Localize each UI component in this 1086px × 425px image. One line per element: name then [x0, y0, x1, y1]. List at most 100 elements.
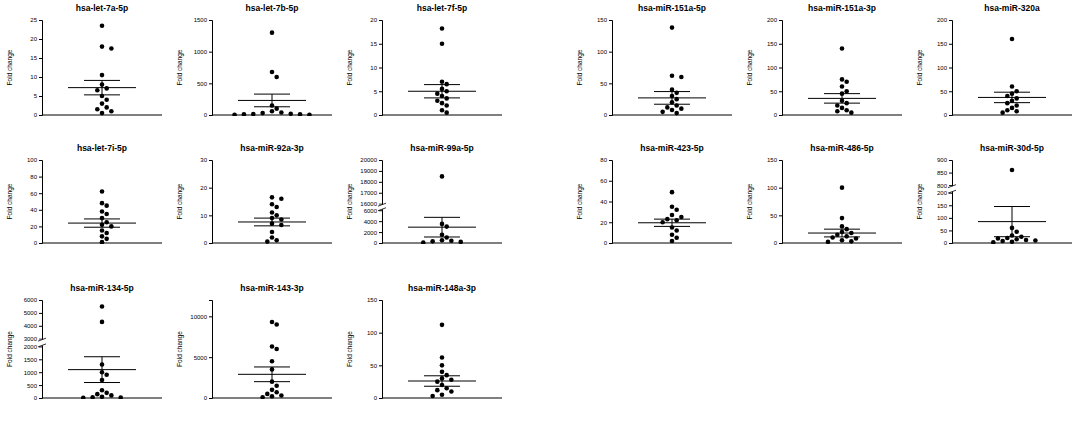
data-point — [100, 201, 105, 206]
data-point — [840, 84, 845, 89]
tick-label: 100 — [767, 185, 778, 191]
data-point — [844, 89, 849, 94]
axis-line — [379, 301, 383, 399]
y-axis: 050100150 — [597, 17, 613, 118]
axis-title: Fold change — [576, 49, 584, 85]
plot-area — [408, 174, 476, 244]
chart-title: hsa-miR-30d-5p — [980, 143, 1044, 153]
chart-title: hsa-let-7i-5p — [77, 143, 127, 153]
error-cap — [84, 227, 120, 228]
tick-mark — [779, 91, 782, 92]
tick-label: 20 — [370, 17, 377, 23]
tick: 50 — [600, 81, 612, 87]
tick: 200 — [937, 17, 952, 23]
data-point — [100, 234, 105, 239]
tick-label: 5 — [374, 89, 378, 95]
error-bar — [272, 94, 273, 107]
y-axis: 0510152025 — [30, 17, 42, 118]
data-point — [270, 235, 275, 240]
tick-label: 50 — [370, 363, 377, 369]
axis-title: Fold change — [746, 49, 754, 85]
data-point — [100, 189, 105, 194]
tick: 1500 — [24, 357, 42, 363]
tick-label: 50 — [600, 81, 607, 87]
tick-label: 100 — [27, 157, 38, 163]
tick-label: 30 — [200, 157, 207, 163]
tick: 150 — [767, 157, 782, 163]
y-axis: 050100150200800850900 — [937, 157, 953, 246]
data-point — [1000, 110, 1005, 115]
plot-area — [238, 320, 306, 399]
tick-mark — [39, 226, 42, 227]
tick: 0 — [604, 112, 612, 118]
y-axis: 050100150 — [767, 157, 783, 246]
error-bar — [442, 217, 443, 237]
plot-area — [238, 195, 306, 244]
tick-label: 0 — [374, 240, 378, 246]
error-cap — [84, 80, 120, 81]
tick-mark — [39, 359, 42, 360]
data-point — [674, 111, 679, 116]
data-point — [440, 323, 445, 328]
tick-mark — [39, 372, 42, 373]
data-point — [265, 392, 270, 397]
data-point — [435, 379, 440, 384]
tick-label: 150 — [767, 41, 778, 47]
tick-label: 800 — [937, 183, 948, 189]
tick: 100 — [937, 215, 952, 221]
tick-mark — [39, 210, 42, 211]
data-point — [835, 109, 840, 114]
tick: 20 — [200, 185, 212, 191]
tick: 5000 — [194, 355, 212, 361]
y-axis: 020406080100 — [27, 157, 43, 246]
tick-mark — [209, 243, 212, 244]
error-bar — [1012, 207, 1013, 237]
tick-mark — [779, 215, 782, 216]
axis-line — [209, 161, 213, 244]
error-cap — [824, 236, 860, 237]
tick-label: 1500 — [194, 17, 208, 23]
chart-title: hsa-miR-151a-3p — [808, 3, 876, 13]
data-point — [270, 195, 275, 200]
tick-label: 1000 — [24, 370, 38, 376]
tick: 25 — [30, 17, 42, 23]
y-axis: 02000400060001600017000180001900020000 — [360, 157, 382, 246]
tick-label: 150 — [367, 297, 378, 303]
tick-mark — [609, 115, 612, 116]
tick-label: 100 — [937, 65, 948, 71]
tick-mark — [39, 77, 42, 78]
tick: 30 — [200, 157, 212, 163]
tick-mark — [379, 182, 382, 183]
data-point — [288, 111, 293, 116]
figure: hsa-let-7a-5pFold change0510152025hsa-le… — [0, 0, 1086, 425]
tick: 4000 — [364, 219, 382, 225]
tick: 5 — [34, 93, 42, 99]
error-cap — [654, 91, 690, 92]
error-bar — [102, 80, 103, 94]
data-point — [1005, 108, 1010, 113]
data-point — [251, 112, 256, 116]
tick: 0 — [374, 240, 382, 246]
data-point — [100, 73, 105, 78]
data-point — [1033, 238, 1038, 243]
error-cap — [994, 206, 1030, 207]
axis-title: Fold change — [6, 331, 14, 367]
tick: 500 — [27, 383, 42, 389]
tick: 500 — [197, 81, 212, 87]
y-axis: 020406080 — [600, 157, 612, 246]
data-point — [444, 110, 449, 115]
error-cap — [254, 94, 290, 95]
panel: hsa-miR-148a-3pFold change050100150 — [346, 283, 502, 401]
data-point — [274, 213, 279, 218]
tick: 0 — [374, 112, 382, 118]
tick-mark — [379, 365, 382, 366]
tick: 19000 — [360, 168, 382, 174]
tick-mark — [379, 333, 382, 334]
tick-label: 150 — [937, 41, 948, 47]
data-point — [232, 112, 237, 116]
panel: hsa-miR-423-5pFold change020406080 — [576, 143, 732, 246]
tick-mark — [209, 20, 212, 21]
data-point — [104, 220, 109, 225]
x-baseline — [212, 243, 332, 244]
tick: 900 — [937, 157, 952, 163]
